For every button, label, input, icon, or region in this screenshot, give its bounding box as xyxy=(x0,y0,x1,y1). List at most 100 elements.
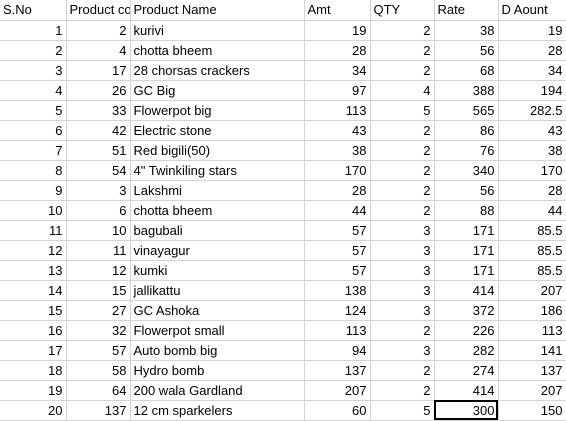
cell-sno[interactable]: 20 xyxy=(0,400,67,421)
header-cell-rate[interactable]: Rate xyxy=(434,0,499,21)
cell-sno[interactable]: 16 xyxy=(0,320,67,341)
cell-qty[interactable]: 2 xyxy=(370,140,435,161)
cell-product-code[interactable]: 57 xyxy=(66,340,131,361)
cell-product-name[interactable]: Electric stone xyxy=(130,120,305,141)
cell-sno[interactable]: 8 xyxy=(0,160,67,181)
cell-d-amount[interactable]: 38 xyxy=(498,140,566,161)
cell-d-amount[interactable]: 194 xyxy=(498,80,566,101)
cell-amt[interactable]: 28 xyxy=(304,180,371,201)
cell-amt[interactable]: 113 xyxy=(304,320,371,341)
cell-product-name[interactable]: 12 cm sparkelers xyxy=(130,400,305,421)
cell-product-name[interactable]: 28 chorsas crackers xyxy=(130,60,305,81)
cell-sno[interactable]: 15 xyxy=(0,300,67,321)
cell-sno[interactable]: 3 xyxy=(0,60,67,81)
cell-rate[interactable]: 88 xyxy=(434,200,499,221)
cell-sno[interactable]: 11 xyxy=(0,220,67,241)
cell-rate[interactable]: 565 xyxy=(434,100,499,121)
cell-amt[interactable]: 57 xyxy=(304,260,371,281)
cell-product-name[interactable]: Flowerpot big xyxy=(130,100,305,121)
cell-product-name[interactable]: Lakshmi xyxy=(130,180,305,201)
cell-amt[interactable]: 57 xyxy=(304,240,371,261)
cell-product-name[interactable]: Red bigili(50) xyxy=(130,140,305,161)
cell-product-code[interactable]: 54 xyxy=(66,160,131,181)
cell-product-code[interactable]: 15 xyxy=(66,280,131,301)
cell-product-code[interactable]: 33 xyxy=(66,100,131,121)
cell-d-amount[interactable]: 28 xyxy=(498,40,566,61)
cell-product-name[interactable]: Hydro bomb xyxy=(130,360,305,381)
cell-rate[interactable]: 282 xyxy=(434,340,499,361)
cell-product-name[interactable]: 4" Twinkiling stars xyxy=(130,160,305,181)
cell-d-amount[interactable]: 85.5 xyxy=(498,220,566,241)
cell-amt[interactable]: 94 xyxy=(304,340,371,361)
cell-amt[interactable]: 38 xyxy=(304,140,371,161)
cell-rate[interactable]: 171 xyxy=(434,240,499,261)
cell-product-code[interactable]: 32 xyxy=(66,320,131,341)
cell-amt[interactable]: 113 xyxy=(304,100,371,121)
cell-d-amount[interactable]: 137 xyxy=(498,360,566,381)
cell-qty[interactable]: 2 xyxy=(370,200,435,221)
cell-rate[interactable]: 414 xyxy=(434,380,499,401)
cell-product-name[interactable]: Auto bomb big xyxy=(130,340,305,361)
cell-product-code[interactable]: 42 xyxy=(66,120,131,141)
cell-product-code[interactable]: 2 xyxy=(66,20,131,41)
cell-product-code[interactable]: 11 xyxy=(66,240,131,261)
cell-d-amount[interactable]: 282.5 xyxy=(498,100,566,121)
cell-d-amount[interactable]: 28 xyxy=(498,180,566,201)
cell-d-amount[interactable]: 207 xyxy=(498,380,566,401)
cell-product-code[interactable]: 4 xyxy=(66,40,131,61)
cell-qty[interactable]: 3 xyxy=(370,280,435,301)
cell-product-name[interactable]: vinayagur xyxy=(130,240,305,261)
cell-product-code[interactable]: 51 xyxy=(66,140,131,161)
cell-sno[interactable]: 14 xyxy=(0,280,67,301)
cell-rate[interactable]: 171 xyxy=(434,220,499,241)
cell-rate[interactable]: 76 xyxy=(434,140,499,161)
cell-sno[interactable]: 7 xyxy=(0,140,67,161)
cell-product-code[interactable]: 10 xyxy=(66,220,131,241)
cell-qty[interactable]: 3 xyxy=(370,220,435,241)
cell-qty[interactable]: 2 xyxy=(370,120,435,141)
header-cell-sno[interactable]: S.No xyxy=(0,0,67,21)
cell-rate[interactable]: 226 xyxy=(434,320,499,341)
cell-qty[interactable]: 2 xyxy=(370,160,435,181)
cell-qty[interactable]: 3 xyxy=(370,240,435,261)
cell-rate[interactable]: 372 xyxy=(434,300,499,321)
cell-amt[interactable]: 60 xyxy=(304,400,371,421)
cell-sno[interactable]: 10 xyxy=(0,200,67,221)
cell-qty[interactable]: 5 xyxy=(370,400,435,421)
cell-product-code[interactable]: 58 xyxy=(66,360,131,381)
cell-d-amount[interactable]: 141 xyxy=(498,340,566,361)
cell-rate[interactable]: 388 xyxy=(434,80,499,101)
cell-amt[interactable]: 19 xyxy=(304,20,371,41)
header-cell-amt[interactable]: Amt xyxy=(304,0,371,21)
cell-sno[interactable]: 18 xyxy=(0,360,67,381)
cell-qty[interactable]: 2 xyxy=(370,180,435,201)
cell-qty[interactable]: 2 xyxy=(370,20,435,41)
header-cell-product-name[interactable]: Product Name xyxy=(130,0,305,21)
cell-amt[interactable]: 34 xyxy=(304,60,371,81)
cell-rate[interactable]: 340 xyxy=(434,160,499,181)
cell-product-name[interactable]: GC Big xyxy=(130,80,305,101)
cell-qty[interactable]: 3 xyxy=(370,300,435,321)
cell-product-code[interactable]: 6 xyxy=(66,200,131,221)
cell-amt[interactable]: 97 xyxy=(304,80,371,101)
cell-qty[interactable]: 4 xyxy=(370,80,435,101)
cell-sno[interactable]: 12 xyxy=(0,240,67,261)
cell-qty[interactable]: 5 xyxy=(370,100,435,121)
cell-sno[interactable]: 13 xyxy=(0,260,67,281)
cell-product-name[interactable]: GC Ashoka xyxy=(130,300,305,321)
cell-product-code[interactable]: 27 xyxy=(66,300,131,321)
cell-amt[interactable]: 170 xyxy=(304,160,371,181)
cell-d-amount[interactable]: 44 xyxy=(498,200,566,221)
cell-rate[interactable]: 68 xyxy=(434,60,499,81)
cell-qty[interactable]: 2 xyxy=(370,60,435,81)
header-cell-product-code[interactable]: Product co xyxy=(66,0,131,21)
cell-d-amount[interactable]: 186 xyxy=(498,300,566,321)
cell-product-name[interactable]: bagubali xyxy=(130,220,305,241)
cell-rate[interactable]: 56 xyxy=(434,40,499,61)
cell-d-amount[interactable]: 85.5 xyxy=(498,240,566,261)
cell-d-amount[interactable]: 19 xyxy=(498,20,566,41)
cell-qty[interactable]: 2 xyxy=(370,360,435,381)
cell-rate[interactable]: 86 xyxy=(434,120,499,141)
cell-sno[interactable]: 9 xyxy=(0,180,67,201)
cell-product-name[interactable]: jallikattu xyxy=(130,280,305,301)
